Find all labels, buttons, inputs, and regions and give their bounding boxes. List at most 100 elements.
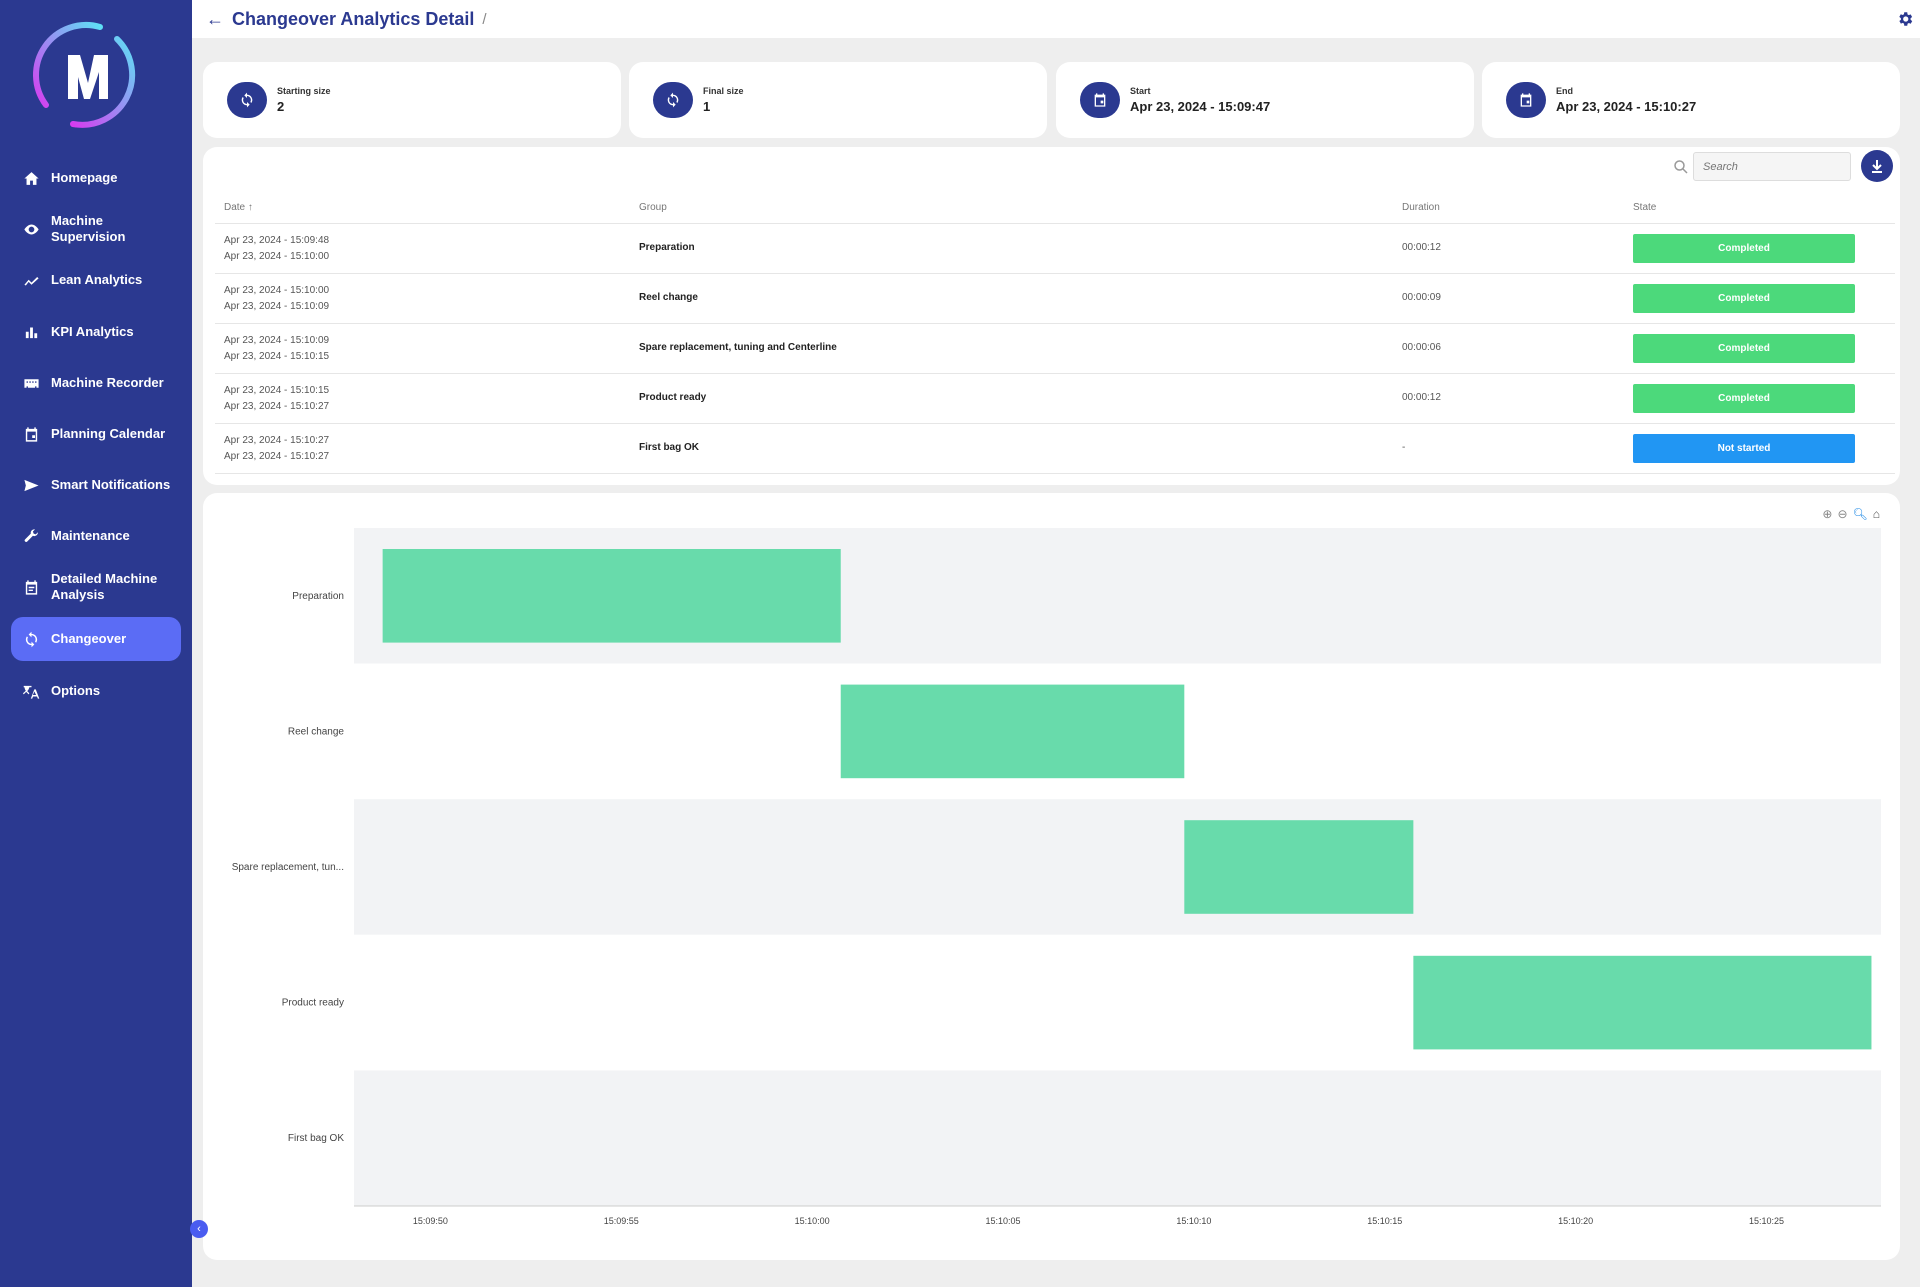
column-header-date[interactable]: Date ↑: [224, 202, 253, 213]
stat-card-start: Start Apr 23, 2024 - 15:09:47: [1056, 62, 1474, 138]
zoom-out-icon[interactable]: ⊖: [1837, 507, 1848, 521]
table-row[interactable]: Apr 23, 2024 - 15:10:15 Apr 23, 2024 - 15…: [215, 374, 1895, 424]
stat-value: Apr 23, 2024 - 15:09:47: [1130, 99, 1271, 114]
column-header-duration[interactable]: Duration: [1402, 202, 1440, 213]
sidebar-item-planning-calendar[interactable]: Planning Calendar: [11, 412, 181, 456]
timeline-chart: Preparation Reel change Spare replacement,…: [232, 528, 1881, 1226]
stat-icon-badge: [1080, 82, 1120, 118]
timeline-chart-card: ⊕ ⊖ 🔍︎ ⌂ Preparation Reel change Spare rep…: [203, 493, 1900, 1260]
duration-cell: -: [1402, 442, 1406, 453]
sidebar-item-label: Machine Supervision: [51, 213, 126, 244]
sidebar-item-label: Maintenance: [51, 528, 130, 543]
gear-icon[interactable]: [1896, 10, 1914, 28]
stat-value: 2: [277, 99, 285, 114]
category-label: First bag OK: [288, 1133, 344, 1144]
column-header-group[interactable]: Group: [639, 202, 667, 213]
category-label: Reel change: [288, 726, 345, 737]
eye-icon: [11, 221, 51, 238]
sidebar-item-changeover[interactable]: Changeover: [11, 617, 181, 661]
download-icon: [1872, 160, 1882, 173]
start-date: Apr 23, 2024 - 15:10:27: [224, 435, 330, 446]
sync-icon: [241, 92, 253, 108]
search-icon: [1674, 160, 1688, 174]
stat-value: 1: [703, 99, 711, 114]
end-date: Apr 23, 2024 - 15:10:09: [224, 301, 330, 312]
duration-cell: 00:00:12: [1402, 242, 1441, 253]
bar-chart-icon: [11, 324, 51, 341]
end-date: Apr 23, 2024 - 15:10:27: [224, 451, 330, 462]
sidebar-item-label: Homepage: [51, 170, 118, 185]
sidebar-item-kpi-analytics[interactable]: KPI Analytics: [11, 310, 181, 354]
home-icon[interactable]: ⌂: [1872, 507, 1880, 521]
x-tick-label: 15:09:55: [604, 1216, 639, 1226]
sidebar-item-label: Changeover: [51, 631, 127, 646]
recorder-icon: [11, 375, 51, 392]
category-label: Preparation: [292, 591, 344, 602]
sidebar-item-machine-recorder[interactable]: Machine Recorder: [11, 361, 181, 405]
table-row[interactable]: Apr 23, 2024 - 15:09:48 Apr 23, 2024 - 15…: [215, 224, 1895, 274]
status-badge: Not started: [1633, 434, 1855, 463]
x-tick-label: 15:10:05: [985, 1216, 1020, 1226]
chart-toolbar: ⊕ ⊖ 🔍︎ ⌂: [1822, 507, 1880, 521]
status-badge: Completed: [1633, 234, 1855, 263]
stat-card-starting-size: Starting size 2: [203, 62, 621, 138]
x-tick-label: 15:09:50: [413, 1216, 448, 1226]
sidebar-item-lean-analytics[interactable]: Lean Analytics: [11, 258, 181, 302]
duration-cell: 00:00:09: [1402, 292, 1441, 303]
end-date: Apr 23, 2024 - 15:10:15: [224, 351, 330, 362]
group-cell: First bag OK: [639, 442, 700, 453]
x-tick-label: 15:10:15: [1367, 1216, 1402, 1226]
sidebar-item-label: KPI Analytics: [51, 324, 134, 339]
duration-cell: 00:00:12: [1402, 392, 1441, 403]
stat-value: Apr 23, 2024 - 15:10:27: [1556, 99, 1697, 114]
zoom-in-icon[interactable]: ⊕: [1822, 507, 1833, 521]
group-cell: Reel change: [639, 292, 698, 303]
send-icon: [11, 477, 51, 494]
stat-card-end: End Apr 23, 2024 - 15:10:27: [1482, 62, 1900, 138]
timeline-bar[interactable]: [1413, 955, 1872, 1050]
logo: [33, 22, 136, 128]
sync-icon: [667, 92, 679, 108]
status-badge: Completed: [1633, 284, 1855, 313]
status-badge: Completed: [1633, 384, 1855, 413]
download-button[interactable]: [1861, 150, 1893, 182]
sidebar-item-maintenance[interactable]: Maintenance: [11, 514, 181, 558]
category-label: Product ready: [282, 998, 344, 1009]
zoom-select-icon[interactable]: 🔍︎: [1852, 507, 1868, 521]
sidebar-item-options[interactable]: Options: [11, 669, 181, 713]
stat-icon-badge: [653, 82, 693, 118]
group-cell: Spare replacement, tuning and Centerline: [639, 342, 837, 353]
sidebar-item-label: Detailed Machine Analysis: [51, 571, 158, 602]
category-label: Spare replacement, tun...: [232, 862, 344, 873]
timeline-bar[interactable]: [1184, 820, 1414, 914]
stat-icon-badge: [227, 82, 267, 118]
x-tick-label: 15:10:25: [1749, 1216, 1784, 1226]
steps-table-card: Date ↑ Group Duration State Apr 23, 2024…: [203, 147, 1900, 485]
back-arrow-icon[interactable]: ←: [206, 8, 224, 29]
start-date: Apr 23, 2024 - 15:10:15: [224, 385, 330, 396]
table-row[interactable]: Apr 23, 2024 - 15:10:00 Apr 23, 2024 - 15…: [215, 274, 1895, 324]
breadcrumb-separator: /: [482, 10, 487, 28]
column-header-state[interactable]: State: [1633, 202, 1657, 213]
sidebar-item-label: Planning Calendar: [51, 426, 166, 441]
start-date: Apr 23, 2024 - 15:10:09: [224, 335, 330, 346]
sidebar-item-smart-notifications[interactable]: Smart Notifications: [11, 463, 181, 507]
end-date: Apr 23, 2024 - 15:10:00: [224, 251, 330, 262]
home-icon: [11, 170, 51, 187]
date-range: Apr 23, 2024 - 15:10:00 Apr 23, 2024 - 15…: [224, 283, 329, 315]
row-band: [354, 1070, 1881, 1206]
timeline-bar[interactable]: [382, 549, 841, 643]
sidebar-item-detailed-machine-analysis[interactable]: Detailed Machine Analysis: [11, 565, 181, 609]
search-input[interactable]: [1693, 152, 1851, 181]
table-row[interactable]: Apr 23, 2024 - 15:10:27 Apr 23, 2024 - 15…: [215, 424, 1895, 474]
x-tick-label: 15:10:20: [1558, 1216, 1593, 1226]
translate-icon: [11, 683, 51, 700]
page-title: Changeover Analytics Detail: [232, 8, 475, 29]
collapse-sidebar-button[interactable]: ‹: [190, 1220, 208, 1238]
timeline-bar[interactable]: [840, 684, 1185, 779]
sidebar-item-homepage[interactable]: Homepage: [11, 156, 181, 200]
table-row[interactable]: Apr 23, 2024 - 15:10:09 Apr 23, 2024 - 15…: [215, 324, 1895, 374]
date-range: Apr 23, 2024 - 15:10:15 Apr 23, 2024 - 15…: [224, 383, 329, 415]
sidebar-item-machine-supervision[interactable]: Machine Supervision: [11, 207, 181, 251]
date-range: Apr 23, 2024 - 15:09:48 Apr 23, 2024 - 15…: [224, 233, 329, 265]
